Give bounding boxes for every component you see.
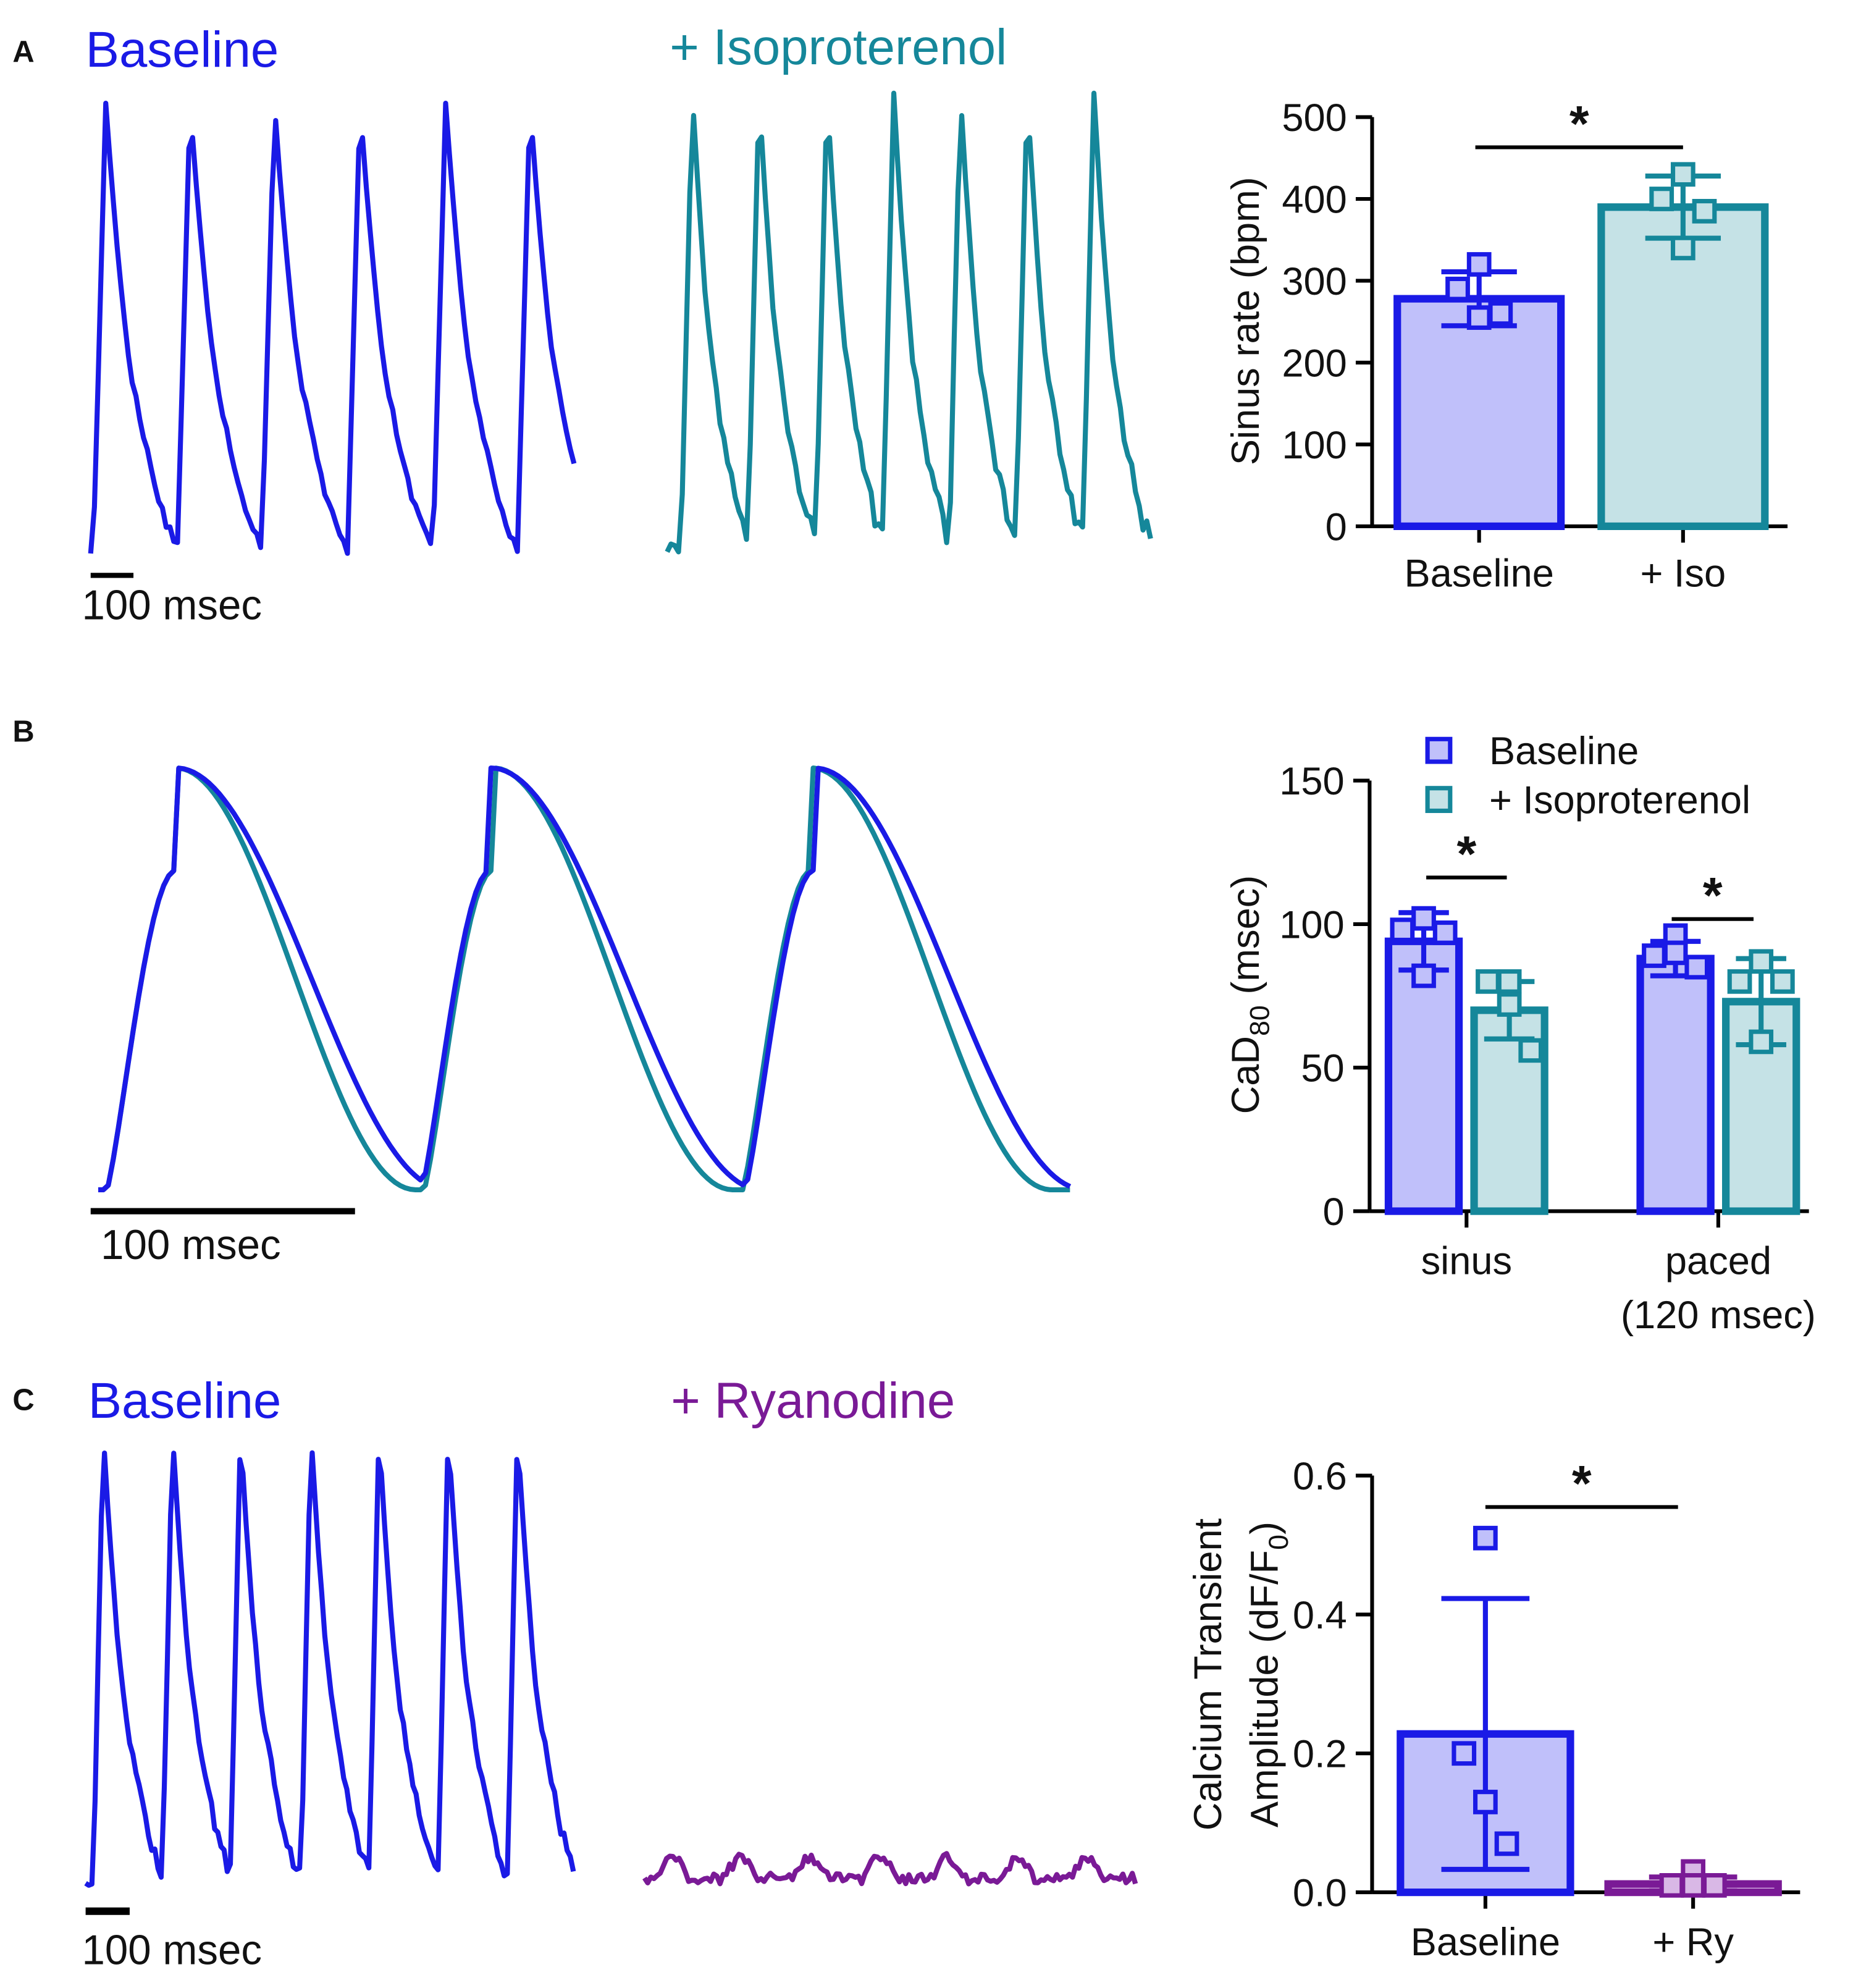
significance-star: * xyxy=(1572,1455,1592,1512)
legend-label: Baseline xyxy=(1489,730,1639,773)
data-point xyxy=(1476,969,1500,994)
significance-star: * xyxy=(1703,868,1723,924)
data-point xyxy=(1702,1872,1727,1898)
data-point xyxy=(1452,1741,1477,1766)
data-point xyxy=(1642,943,1666,968)
data-point xyxy=(1670,162,1695,187)
data-point xyxy=(1663,940,1688,966)
y-tick-label: 0 xyxy=(1322,1190,1344,1234)
y-axis-label: Sinus rate (bpm) xyxy=(1224,177,1267,465)
y-tick-label: 500 xyxy=(1282,96,1347,140)
label-part: Amplitude (dF/F xyxy=(1243,1550,1287,1827)
data-point xyxy=(1411,963,1436,988)
data-point xyxy=(1390,917,1415,943)
bar xyxy=(1636,954,1715,1215)
trace xyxy=(98,765,1072,1192)
panel-label: A xyxy=(12,35,34,69)
y-tick-label: 100 xyxy=(1279,903,1344,946)
y-tick-label: 0.2 xyxy=(1293,1733,1347,1776)
panel-label: B xyxy=(12,715,34,748)
trace-label: Baseline xyxy=(86,22,279,78)
trace-label: + Isoproterenol xyxy=(670,19,1007,75)
data-point xyxy=(1659,1872,1684,1898)
y-tick-label: 0.6 xyxy=(1293,1455,1347,1498)
data-point xyxy=(1473,1790,1498,1814)
data-point xyxy=(1497,992,1522,1017)
y-axis-label: Calcium Transient xyxy=(1187,1518,1230,1830)
y-tick-label: 100 xyxy=(1282,424,1347,467)
data-point xyxy=(1749,949,1774,974)
trace xyxy=(642,1851,1138,1887)
trace xyxy=(84,1450,576,1888)
scale-label: 100 msec xyxy=(101,1222,281,1268)
trace xyxy=(98,765,1070,1192)
significance-star: * xyxy=(1569,96,1589,152)
legend-marker xyxy=(1425,786,1453,814)
data-point xyxy=(1466,305,1492,330)
y-tick-label: 150 xyxy=(1279,760,1344,803)
x-tick-label: + Iso xyxy=(1640,552,1726,596)
data-point xyxy=(1649,187,1674,211)
x-tick-label: Baseline xyxy=(1405,552,1554,596)
y-tick-label: 300 xyxy=(1282,260,1347,303)
data-point xyxy=(1494,1831,1519,1856)
data-point xyxy=(1727,969,1752,994)
trace-label: Baseline xyxy=(88,1373,282,1429)
y-tick-label: 400 xyxy=(1282,178,1347,221)
panel-label: C xyxy=(12,1384,34,1417)
data-point xyxy=(1497,969,1522,994)
scale-label: 100 msec xyxy=(82,1927,263,1973)
data-point xyxy=(1411,906,1436,931)
trace xyxy=(88,101,577,556)
label-part: CaD xyxy=(1224,1036,1267,1114)
y-axis-label: Amplitude (dF/F0) xyxy=(1243,1522,1294,1827)
x-tick-label: paced (120 msec) xyxy=(1621,1239,1816,1337)
label-sub: 80 xyxy=(1243,1005,1275,1036)
data-point xyxy=(1684,954,1710,980)
y-tick-label: 200 xyxy=(1282,342,1347,385)
data-point xyxy=(1432,920,1458,945)
data-point xyxy=(1692,199,1717,224)
label-part: ) xyxy=(1243,1522,1287,1535)
data-point xyxy=(1445,276,1470,301)
scale-label: 100 msec xyxy=(82,583,263,629)
data-point xyxy=(1749,1029,1774,1055)
x-tick-label: + Ry xyxy=(1652,1921,1734,1964)
y-tick-label: 50 xyxy=(1301,1047,1344,1090)
trace xyxy=(665,90,1153,555)
x-tick-label: Baseline xyxy=(1411,1921,1560,1964)
data-point xyxy=(1473,1525,1498,1551)
bar xyxy=(1393,295,1565,530)
significance-star: * xyxy=(1456,826,1476,882)
data-point xyxy=(1681,1872,1706,1898)
x-tick-label: sinus xyxy=(1421,1239,1512,1283)
error-bar xyxy=(1441,1596,1530,1872)
label-sub: 0 xyxy=(1263,1535,1294,1550)
data-point xyxy=(1770,969,1795,994)
trace-label: + Ryanodine xyxy=(671,1373,955,1429)
y-axis-label: CaD80 (msec) xyxy=(1224,875,1275,1114)
data-point xyxy=(1466,252,1492,277)
data-point xyxy=(1670,235,1695,261)
legend-label: + Isoproterenol xyxy=(1489,779,1750,822)
y-tick-label: 0.0 xyxy=(1293,1872,1347,1915)
y-tick-label: 0 xyxy=(1326,505,1347,549)
data-point xyxy=(1488,301,1513,326)
legend-marker xyxy=(1425,736,1453,764)
data-point xyxy=(1518,1038,1544,1063)
y-tick-label: 0.4 xyxy=(1293,1594,1347,1637)
label-part: (msec) xyxy=(1224,875,1267,1006)
